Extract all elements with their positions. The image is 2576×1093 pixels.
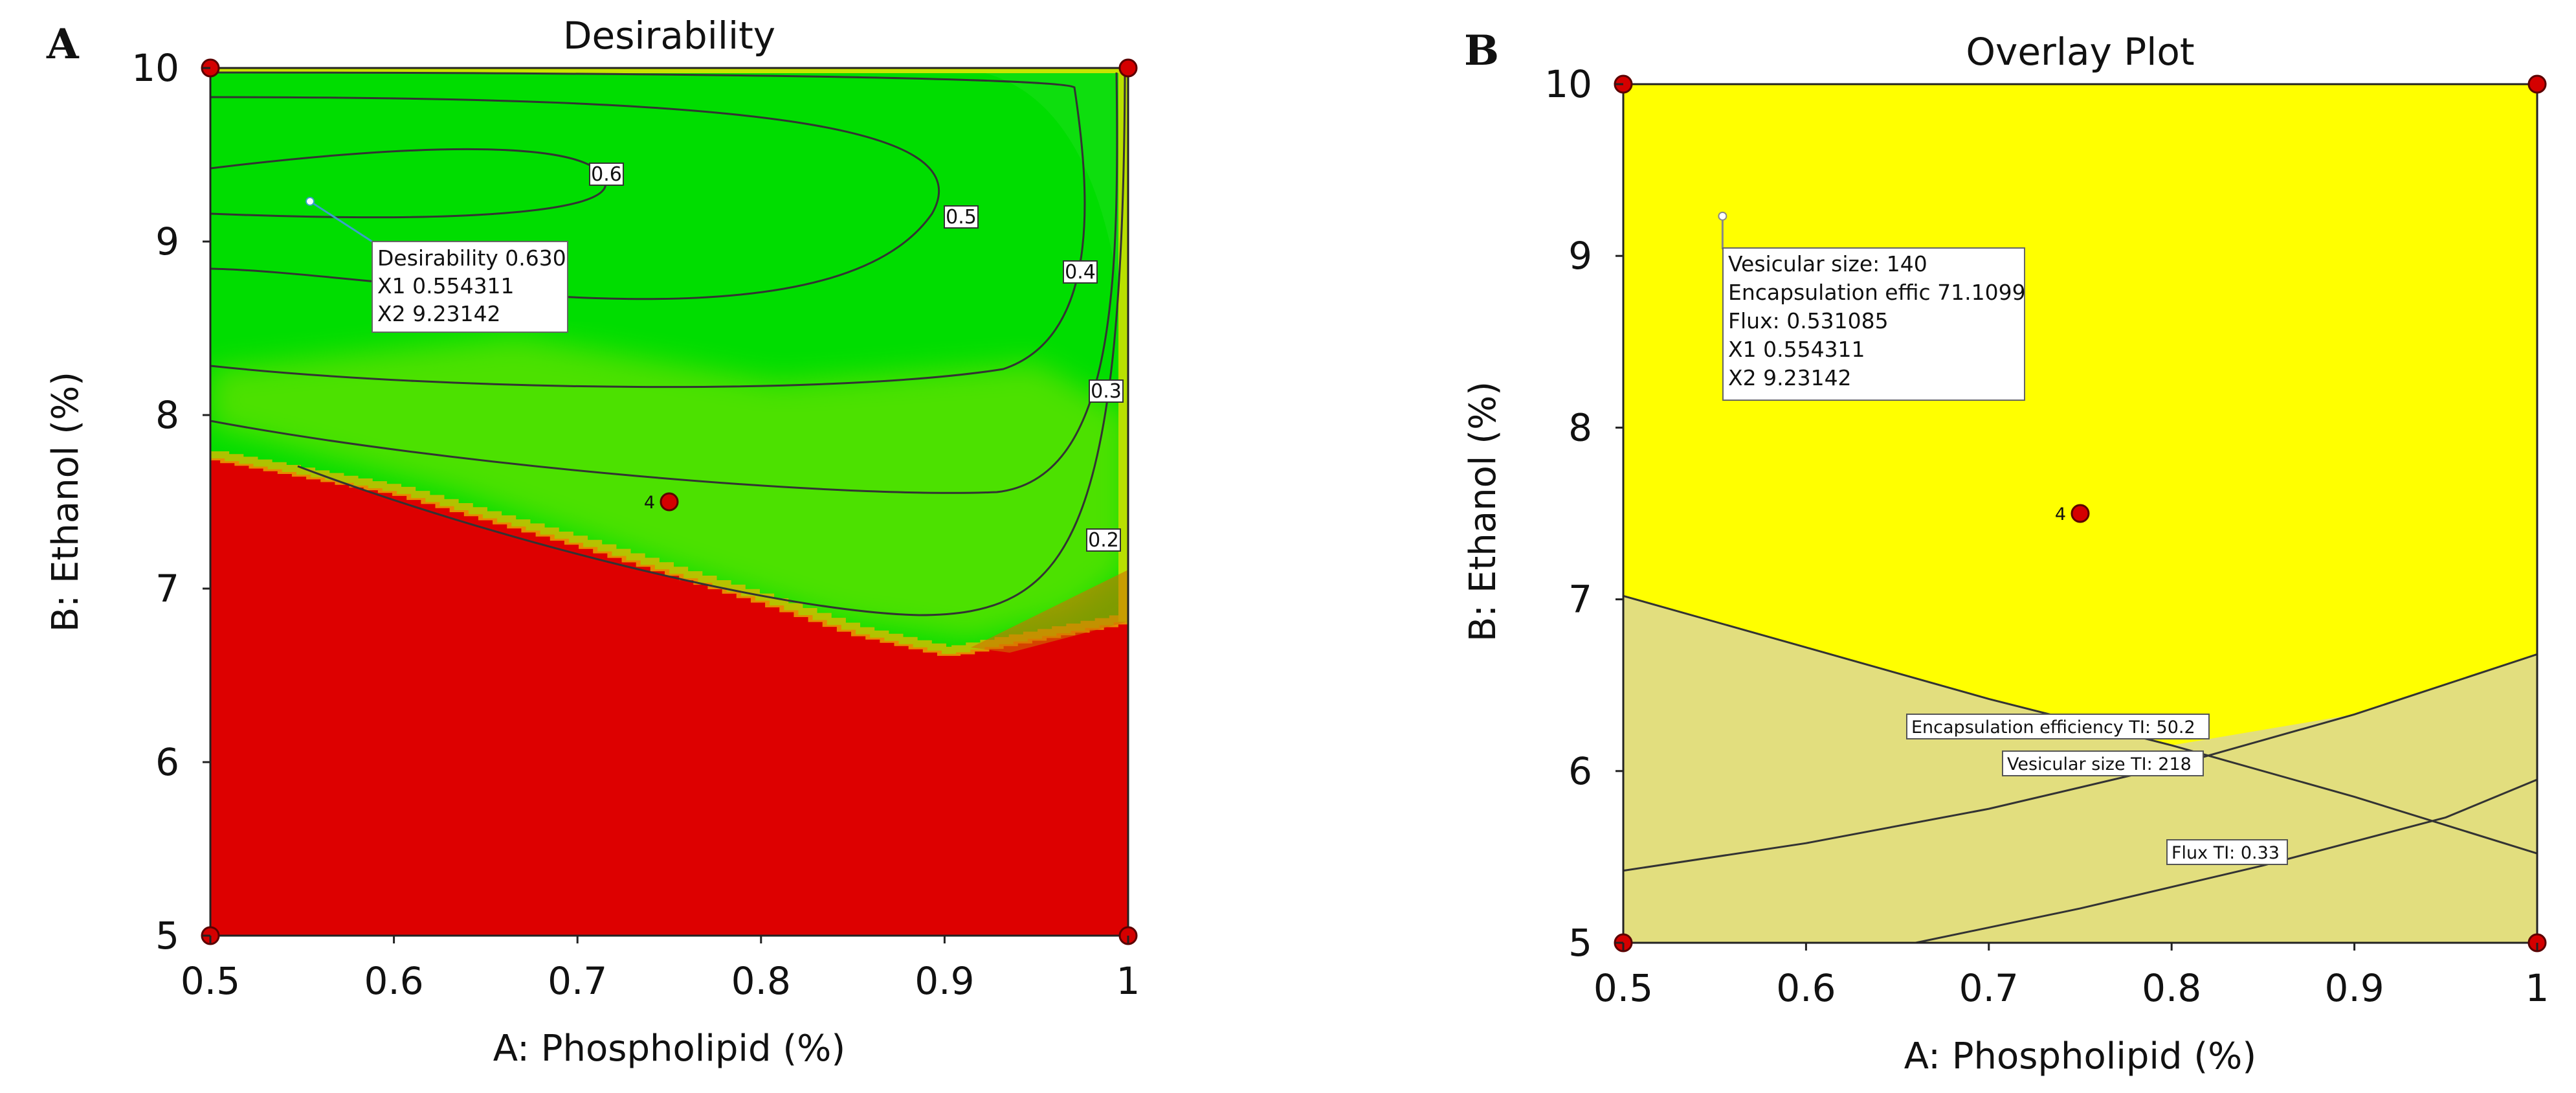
optimum-leader-line	[309, 200, 375, 244]
panel-a-plot-frame	[209, 67, 1129, 937]
constraint-label-vesicular-size: Vesicular size TI: 218	[2007, 754, 2192, 774]
panel-b-letter: B	[1464, 27, 1499, 75]
design-point	[660, 492, 679, 512]
x1-value: X1 0.554311	[377, 273, 515, 299]
contour-0-4	[210, 71, 1086, 389]
contour-label-0-2: 0.2	[1088, 529, 1119, 552]
y-tick-label: 8	[155, 393, 179, 437]
x-tick-label: 0.5	[1593, 966, 1653, 1010]
y-tick-label: 7	[1568, 578, 1592, 622]
y-tick-label: 5	[1568, 921, 1592, 965]
flux-value: Flux: 0.531085	[1728, 308, 1889, 333]
y-tick-label: 5	[155, 914, 179, 958]
panel-a-x-axis-label: A: Phospholipid (%)	[493, 1028, 845, 1070]
x2-value: X2 9.23142	[1728, 365, 1852, 390]
x-tick-label: 0.8	[2142, 966, 2201, 1010]
x-tick-label: 0.9	[915, 959, 974, 1003]
panel-a: A Desirability 0.6 0.5 0.4	[45, 14, 1140, 1070]
panel-b: B Overlay Plot Encapsulation efficiency …	[1462, 27, 2549, 1077]
panel-a-letter: A	[46, 20, 80, 69]
optimum-point	[305, 196, 315, 206]
contour-label-0-3: 0.3	[1091, 380, 1122, 403]
design-point-label: 4	[644, 493, 655, 513]
vesicular-size-value: Vesicular size: 140	[1728, 251, 1927, 276]
panel-a-ticks: 0.5 0.6 0.7 0.8 0.9 1 5 6 7 8 9 10	[131, 46, 1140, 1003]
constraint-line	[1623, 653, 2537, 872]
constraint-labels: Encapsulation efficiency TI: 50.2 Vesicu…	[1906, 714, 2288, 865]
constraint-label-flux: Flux TI: 0.33	[2171, 843, 2280, 863]
x-tick-label: 1	[1116, 959, 1140, 1003]
x-tick-label: 0.5	[181, 959, 240, 1003]
y-tick-label: 6	[1568, 749, 1592, 793]
panel-b-title: Overlay Plot	[1966, 30, 2194, 74]
contour-labels: 0.6 0.5 0.4 0.3 0.2	[589, 163, 1124, 552]
x-tick-label: 0.6	[364, 959, 423, 1003]
optimum-point	[1718, 211, 1727, 221]
contour-0-3	[210, 72, 1118, 494]
y-tick-label: 6	[155, 740, 179, 784]
y-tick-label: 9	[155, 220, 179, 264]
optimum-info-box: Vesicular size: 140 Encapsulation effic …	[1722, 247, 2026, 401]
design-point-label: 4	[2055, 504, 2066, 524]
design-point	[1118, 58, 1138, 78]
optimum-info-box: Desirability 0.630 X1 0.554311 X2 9.2314…	[372, 241, 568, 333]
panel-a-y-axis-label: B: Ethanol (%)	[45, 372, 87, 632]
x-tick-label: 1	[2526, 966, 2549, 1010]
panel-b-x-axis-label: A: Phospholipid (%)	[1904, 1035, 2256, 1077]
y-tick-label: 8	[1568, 405, 1592, 449]
x-tick-label: 0.7	[1959, 966, 2019, 1010]
panel-b-ticks: 0.5 0.6 0.7 0.8 0.9 1 5 6 7 8 9 10	[1544, 62, 2549, 1010]
x2-value: X2 9.23142	[377, 301, 501, 326]
design-point	[2527, 74, 2547, 94]
design-point	[2071, 504, 2090, 523]
contour-label-0-5: 0.5	[946, 206, 977, 229]
desirability-value: Desirability 0.630	[377, 245, 566, 271]
constraint-label-encapsulation: Encapsulation efficiency TI: 50.2	[1911, 717, 2195, 738]
y-tick-label: 10	[1544, 62, 1592, 106]
encapsulation-value: Encapsulation effic 71.1099	[1728, 280, 2026, 305]
contour-0-2	[297, 72, 1126, 616]
x-tick-label: 0.6	[1776, 966, 1836, 1010]
design-points: 4	[201, 58, 1138, 945]
panel-b-plot-frame	[1622, 83, 2538, 944]
constraint-line	[1915, 778, 2537, 943]
y-tick-label: 7	[155, 567, 179, 611]
y-tick-label: 10	[131, 46, 179, 90]
panel-b-y-axis-label: B: Ethanol (%)	[1462, 381, 1504, 642]
panel-a-title: Desirability	[563, 14, 775, 58]
x-tick-label: 0.9	[2324, 966, 2384, 1010]
x1-value: X1 0.554311	[1728, 337, 1865, 362]
y-tick-label: 9	[1568, 234, 1592, 278]
low-desirability-region	[210, 458, 1128, 936]
contour-label-0-4: 0.4	[1065, 261, 1096, 284]
x-tick-label: 0.8	[731, 959, 791, 1003]
x-tick-label: 0.7	[548, 959, 607, 1003]
contour-label-0-6: 0.6	[591, 163, 622, 186]
